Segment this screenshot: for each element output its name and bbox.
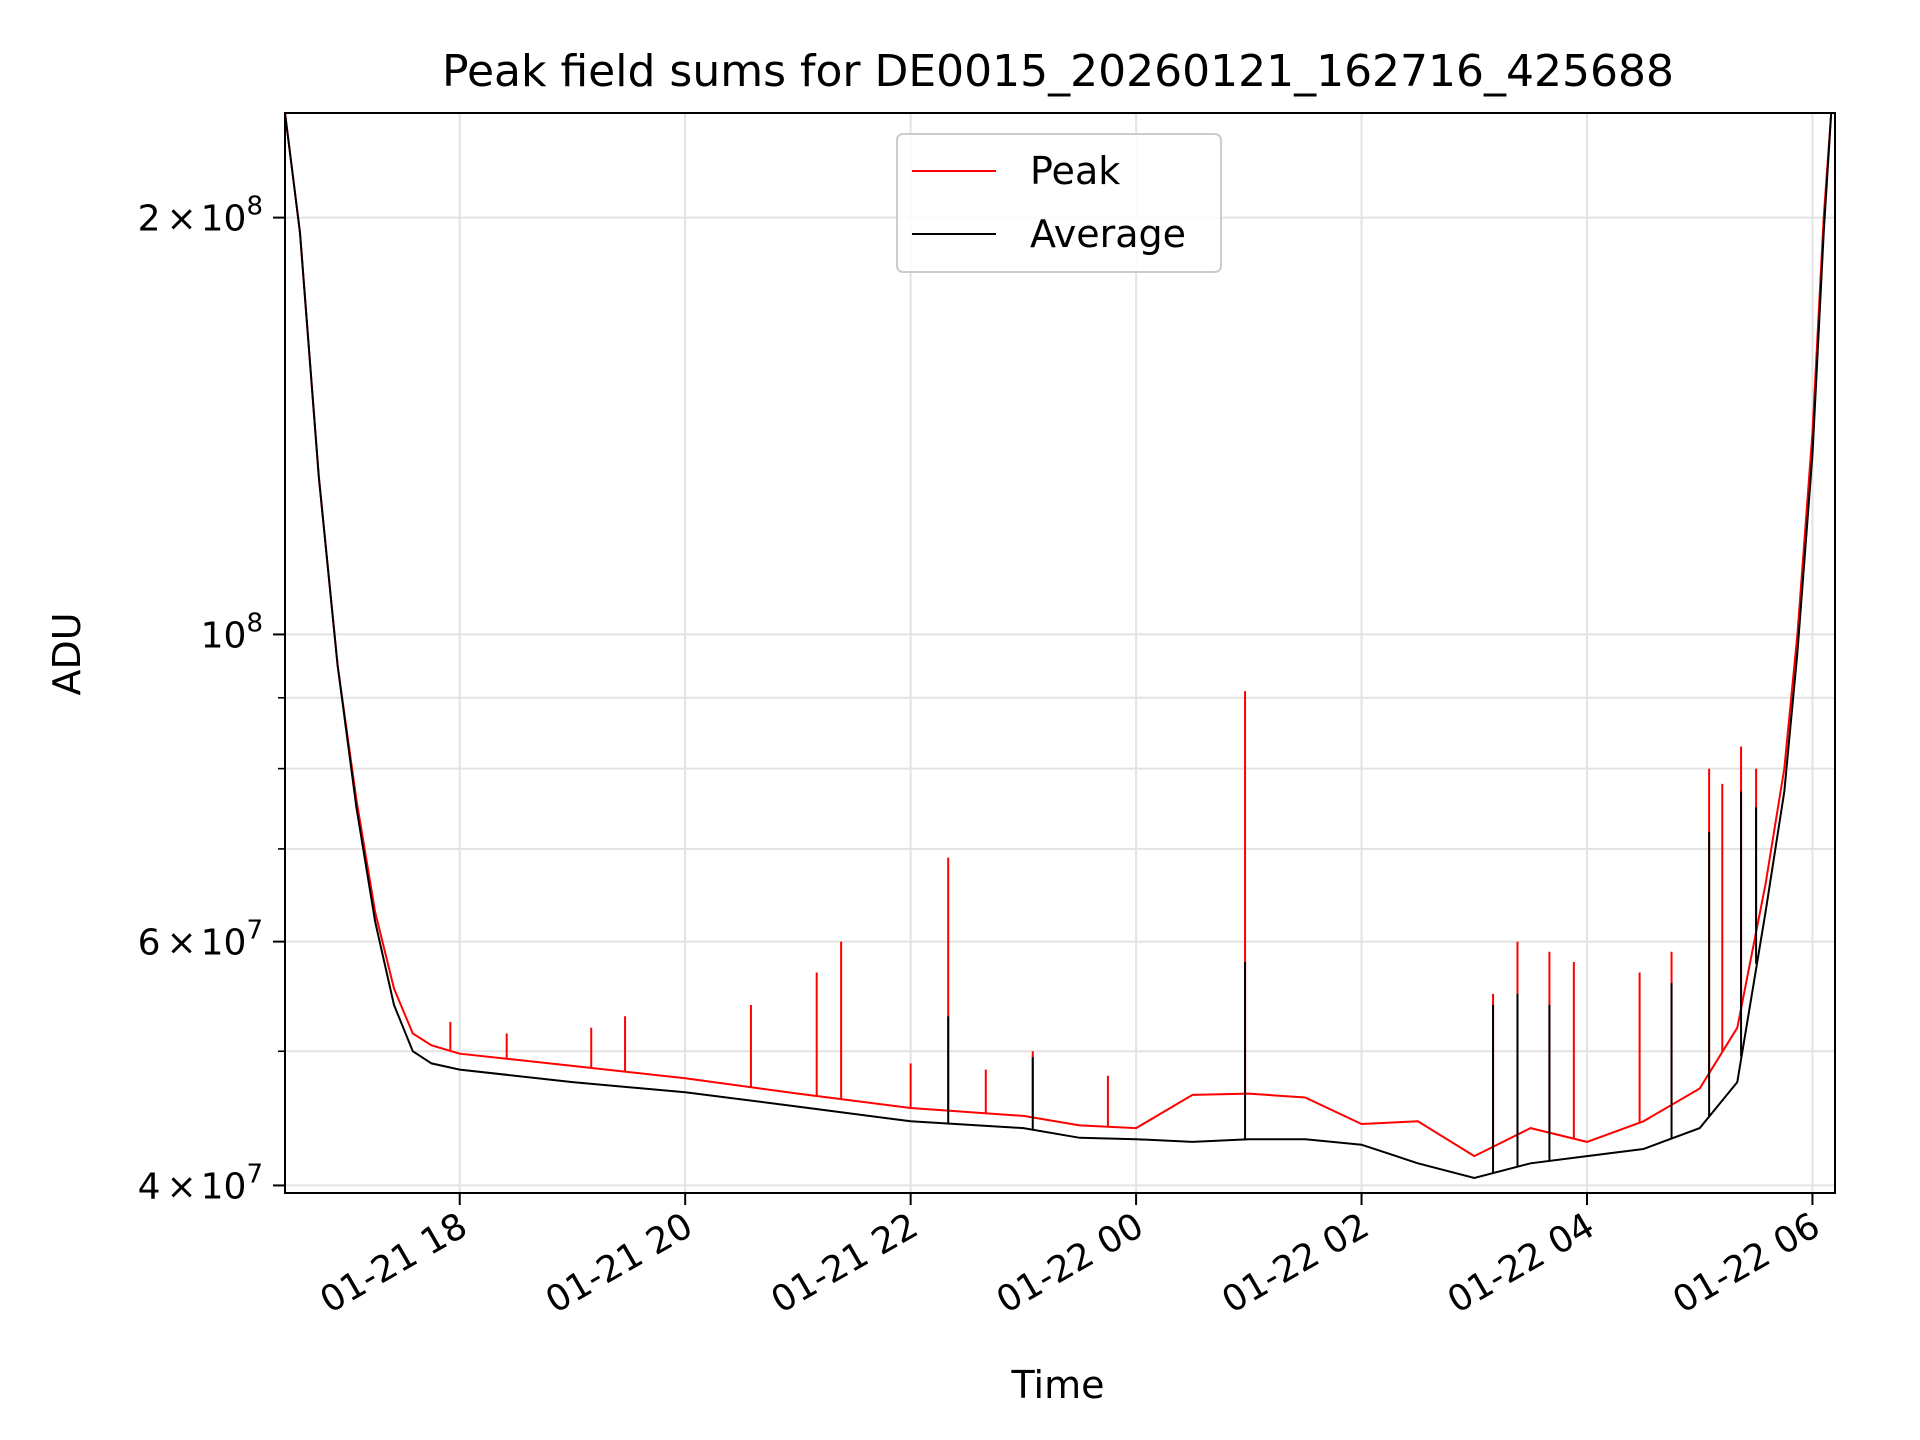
series-peak-line (285, 113, 1833, 1158)
series-layer (285, 113, 1833, 1180)
y-axis: 4 × 107 6 × 107 108 2 × 108 (138, 192, 285, 1207)
axes-frame (284, 112, 1836, 1194)
x-axis-label: Time (1011, 1363, 1105, 1407)
y-axis-label: ADU (45, 612, 89, 695)
y-tick-label: 2 × 108 (138, 192, 263, 240)
chart-title: Peak field sums for DE0015_20260121_1627… (442, 46, 1674, 97)
series-average-line (285, 113, 1833, 1180)
y-tick-label: 6 × 107 (138, 916, 263, 964)
legend-peak-label: Peak (1030, 149, 1120, 193)
y-tick-label: 108 (201, 608, 263, 656)
legend-box (896, 133, 1222, 273)
legend-average-label: Average (1030, 212, 1186, 256)
legend: Peak Average (896, 133, 1222, 273)
y-tick-label: 4 × 107 (138, 1159, 263, 1207)
plot-area (285, 113, 1833, 1180)
series-average (285, 113, 1833, 1180)
